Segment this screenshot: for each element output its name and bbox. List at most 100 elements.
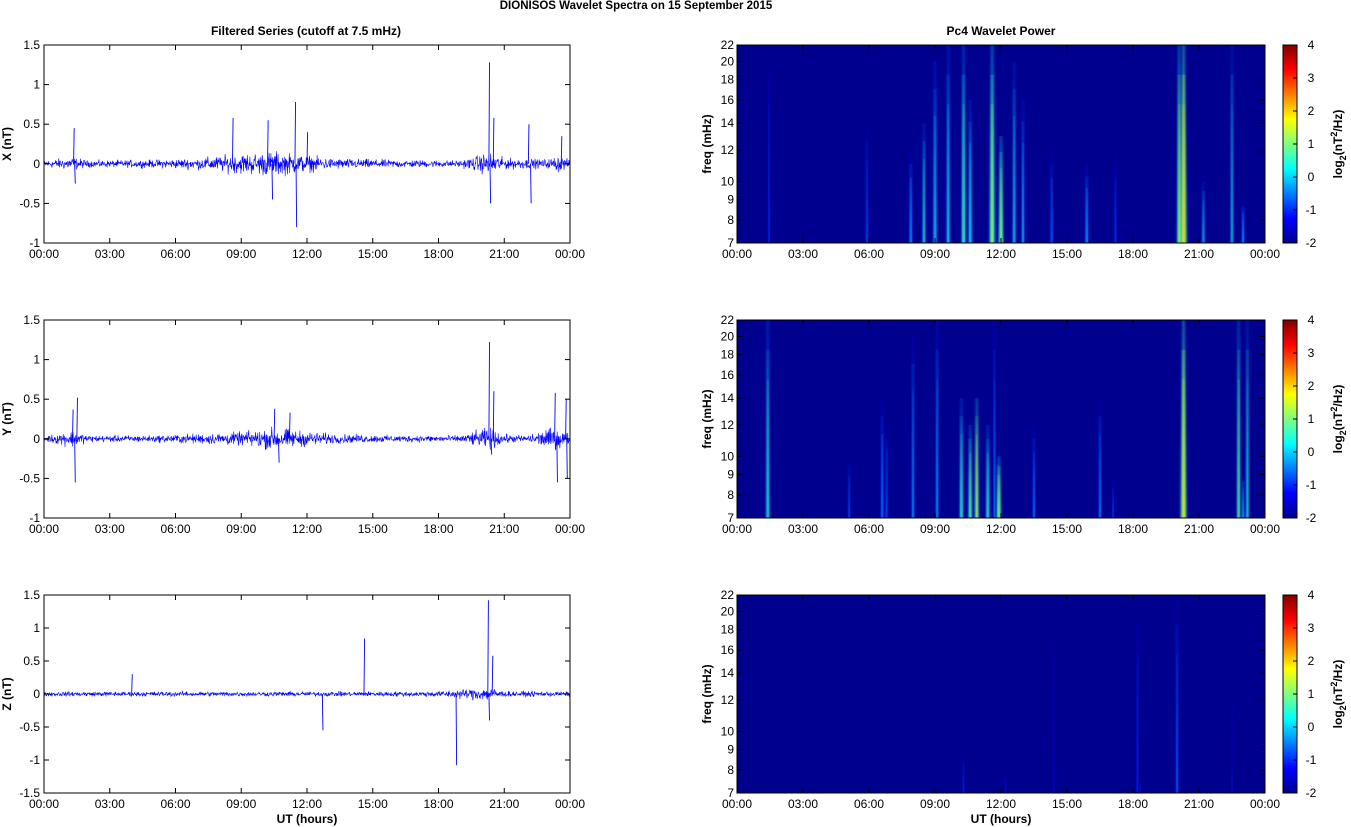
series-3-xtick-label: 06:00 [160, 797, 190, 811]
spectrum-1-bursts [767, 45, 1245, 243]
spectrum-2-ytick-label: 14 [721, 391, 735, 405]
spectrum-2-colorbar-tick-label: -2 [1306, 511, 1317, 525]
spectrum-3-burst [1231, 709, 1233, 793]
spectrum-1-xtick-label: 21:00 [1184, 247, 1214, 261]
spectrum-3-burst [1139, 776, 1140, 793]
spectrum-2-xtick-label: 09:00 [920, 522, 950, 536]
spectrum-3-burst [1005, 776, 1006, 793]
series-1-spike [232, 117, 234, 164]
spectrum-2-burst [1238, 379, 1240, 518]
figure-title: DIONISOS Wavelet Spectra on 15 September… [500, 0, 773, 12]
spectrum-3-colorbar-tick-label: -1 [1306, 753, 1317, 767]
series-3-ytick-label: -1 [29, 753, 40, 767]
spectrum-3-ytick-label: 18 [721, 623, 735, 637]
spectrum-2-xtick-label: 12:00 [986, 522, 1016, 536]
spectrum-2-colorbar-tick-label: 1 [1308, 412, 1315, 426]
spectrum-3-burst [1176, 654, 1178, 793]
series-3-xlabel: UT (hours) [277, 812, 338, 826]
series-1-xtick-label: 06:00 [160, 247, 190, 261]
series-2-spike [273, 408, 276, 439]
series-2-spike [566, 438, 568, 479]
spectrum-3-colorbar-tick-label: 3 [1308, 621, 1315, 635]
spectrum-3-ytick-label: 10 [721, 724, 735, 738]
spectrum-1-burst [866, 159, 868, 243]
series-3-spike [487, 600, 489, 695]
spectrum-3-ytick-label: 8 [727, 763, 734, 777]
series-1-spike [530, 163, 532, 204]
spectrum-1-ytick-label: 20 [721, 54, 735, 68]
series-3-xtick-label: 12:00 [292, 797, 322, 811]
spectrum-2-burst [767, 379, 769, 518]
spectrum-1-burst [1182, 104, 1185, 243]
series-1-spike [488, 62, 490, 164]
series-3-xtick-label: 18:00 [423, 797, 453, 811]
spectrum-1-burst [768, 104, 770, 243]
spectrum-2-colorbar-tick-label: 4 [1308, 313, 1315, 327]
spectrum-3-xlabel: UT (hours) [971, 812, 1032, 826]
spectrum-2-ytick-label: 9 [727, 468, 734, 482]
spectrum-2-burst [1247, 379, 1248, 518]
spectrum-1-xtick-label: 00:00 [1250, 247, 1280, 261]
series-1-line [43, 151, 571, 177]
series-1-spike [306, 132, 309, 164]
series-1-spike [267, 120, 269, 164]
spectrum-1-burst [923, 159, 925, 243]
series-1-ytick-label: -0.5 [19, 196, 40, 210]
spectrum-2-colorbar-tick-label: 2 [1308, 379, 1315, 393]
spectrum-1-burst [1000, 168, 1002, 243]
series-2-panel: 1.510.50-0.5-100:00 03:00 06:00 09:00 12:00 1… [0, 313, 585, 536]
spectrum-3-xtick-label: 18:00 [1118, 797, 1148, 811]
series-2-xtick-label: 03:00 [95, 522, 125, 536]
series-1-ytick-label: 0 [33, 157, 40, 171]
spectrum-3-ytick-label: 14 [721, 666, 735, 680]
spectrum-1-burst [1242, 212, 1244, 243]
series-3-spike [363, 638, 366, 695]
spectrum-3-colorbar-tick-label: 4 [1308, 588, 1315, 602]
series-1-xtick-label: 18:00 [423, 247, 453, 261]
series-2-plot-area [44, 320, 570, 518]
spectrum-1-burst [1203, 199, 1204, 243]
spectrum-2-ytick-label: 18 [721, 348, 735, 362]
series-3-xtick-label: 03:00 [95, 797, 125, 811]
spectrum-2-ytick-label: 7 [727, 511, 734, 525]
series-3-ytick-label: -0.5 [19, 720, 40, 734]
spectrum-2-burst [998, 474, 1000, 518]
series-3-xtick-label: 21:00 [489, 797, 519, 811]
spectrum-2-burst [886, 452, 887, 518]
spectrum-1-burst [1178, 104, 1180, 243]
spectrum-1-burst [991, 104, 994, 243]
series-1-ytick-label: 1 [33, 78, 40, 92]
spectrum-1-xtick-label: 15:00 [1052, 247, 1082, 261]
series-3-spike [491, 655, 494, 695]
spectrum-2-colorbar-label: log2(nT2/Hz) [1329, 385, 1348, 454]
series-3-ytick-label: 0 [33, 687, 40, 701]
spectrum-3-xtick-label: 21:00 [1184, 797, 1214, 811]
spectrum-2-colorbar-tick-label: 3 [1308, 346, 1315, 360]
spectrum-3-xtick-label: 12:00 [986, 797, 1016, 811]
spectrum-1-ytick-label: 22 [721, 38, 735, 52]
spectrum-3-colorbar-tick-label: 0 [1308, 720, 1315, 734]
series-2-spike [74, 438, 76, 483]
spectrum-1-xtick-label: 18:00 [1118, 247, 1148, 261]
spectrum-1-burst [1115, 177, 1116, 243]
spectrum-1-ytick-label: 18 [721, 73, 735, 87]
spectrum-1-burst [1013, 115, 1015, 243]
spectrum-3-ytick-label: 12 [721, 693, 735, 707]
spectrum-1-xtick-label: 06:00 [854, 247, 884, 261]
spectrum-2-burst [969, 452, 971, 518]
spectrum-3-xtick-label: 03:00 [788, 797, 818, 811]
series-2-ytick-label: 0.5 [23, 392, 40, 406]
series-1-xtick-label: 00:00 [29, 247, 59, 261]
series-1-xtick-label: 12:00 [292, 247, 322, 261]
panels: 1.510.50-0.5-100:00 03:00 06:00 09:00 12:00 1… [0, 38, 1348, 826]
spectrum-3-ytick-label: 20 [721, 604, 735, 618]
series-1-xtick-label: 09:00 [226, 247, 256, 261]
spectrum-2-burst [848, 474, 850, 518]
series-2-spike [289, 412, 291, 439]
spectrum-3-xtick-label: 15:00 [1052, 797, 1082, 811]
spectrum-2-colorbar-tick-label: 0 [1308, 445, 1315, 459]
spectrum-2-burst [1099, 434, 1101, 518]
spectrum-3-ytick-label: 9 [727, 743, 734, 757]
